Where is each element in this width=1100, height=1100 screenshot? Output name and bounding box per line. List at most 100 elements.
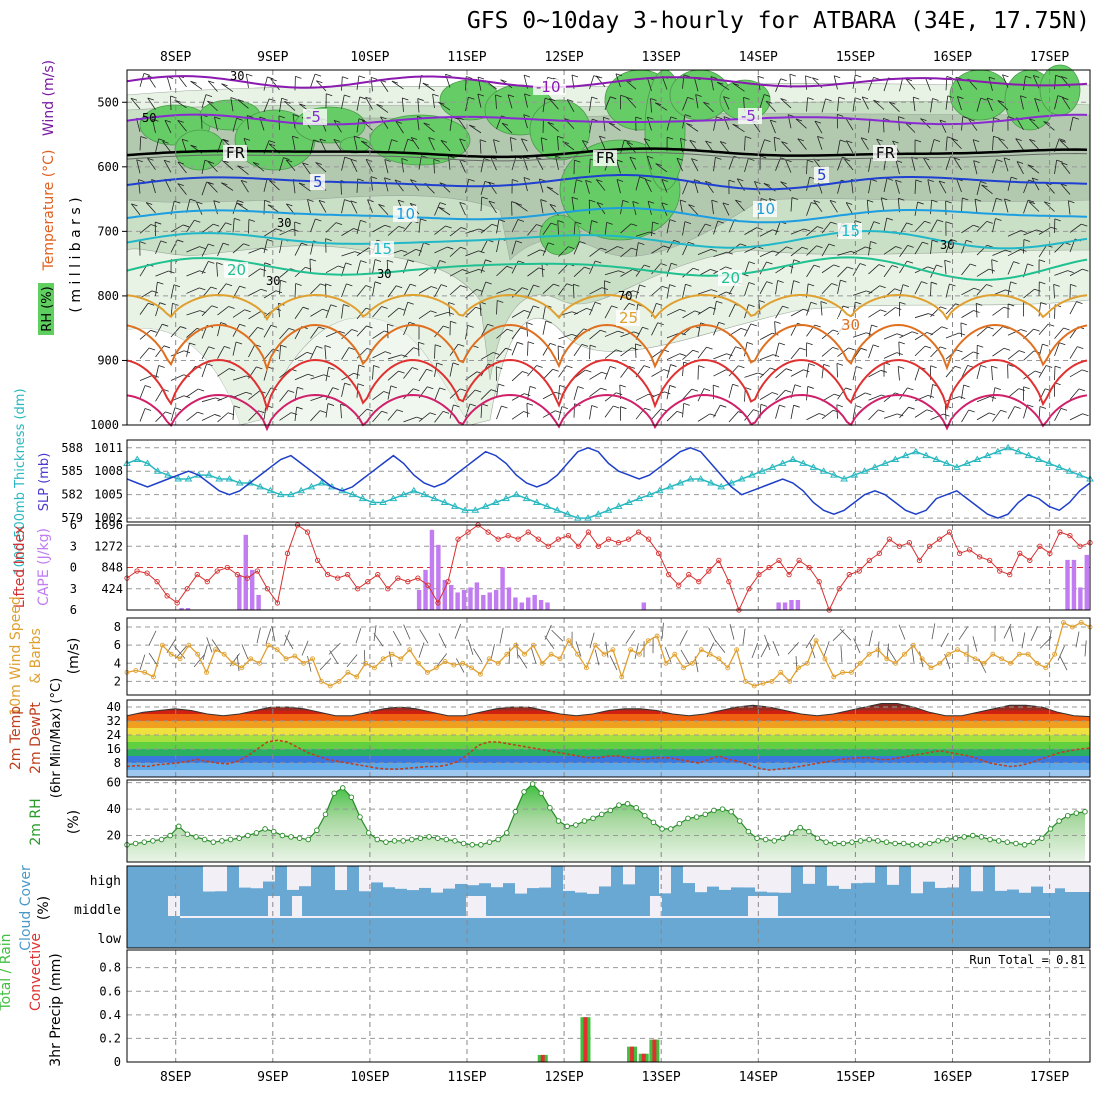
isotherm-15 (126, 230, 1088, 250)
lifted-point (786, 571, 792, 578)
wind-barb-flag (381, 410, 388, 414)
wind-barb (139, 330, 151, 340)
wind-barb (883, 217, 888, 232)
wind-barb-flag (401, 249, 408, 253)
wind10-point (946, 651, 952, 657)
wind-barb-flag (138, 179, 145, 183)
wind-barb (573, 386, 579, 401)
wind-barb (403, 416, 417, 423)
wind-barb (387, 324, 389, 339)
wind-barb-flag (315, 162, 322, 165)
wind-barb-flag (818, 413, 826, 416)
lifted-point (886, 536, 893, 542)
lifted-point (204, 579, 210, 585)
cloud-gap-high (359, 866, 371, 892)
wind-barb-flag (459, 138, 466, 142)
wind-barb-flag (1046, 365, 1053, 368)
wind-barb-flag (703, 388, 711, 391)
wind-barb-flag (552, 368, 559, 372)
contour-label-bg (873, 145, 897, 161)
wind-barb (573, 221, 576, 236)
wind-barb (666, 364, 671, 379)
wind-barb-flag (402, 97, 409, 101)
cloud-gap-middle (466, 896, 486, 916)
wind-barb (646, 116, 652, 131)
wind10-point (981, 660, 987, 666)
wind-barb (914, 179, 917, 194)
lifted-point (936, 536, 943, 542)
wind-barb-flag (779, 404, 786, 408)
wind-barb-flag (422, 82, 429, 86)
wind-barb (713, 220, 719, 235)
rh2-point (961, 834, 967, 840)
wind-barb-flag (728, 179, 736, 183)
wind-barb-flag (670, 364, 677, 367)
wind-barb (975, 303, 978, 318)
wind-barb (688, 204, 699, 216)
wind-barb-flag (197, 388, 205, 392)
wind10-point (698, 647, 704, 653)
wind-barb-flag (1062, 97, 1069, 100)
wind-barb (170, 374, 184, 381)
wind-barb-flag (748, 158, 755, 161)
wind-barb-flag (1029, 118, 1036, 122)
wind-barb (1002, 74, 1009, 88)
day-label-top: 14SEP (739, 50, 778, 65)
wind-barb (697, 289, 712, 295)
thickness-line-point (399, 490, 408, 498)
thickness-line-point (1055, 463, 1064, 470)
wind-barb (676, 158, 683, 172)
wind-barb (589, 329, 601, 340)
thickness-line-point (358, 494, 367, 502)
cloud-gap-high (491, 866, 503, 888)
wind-barb-flag (927, 179, 934, 183)
wind-barb-flag (445, 73, 452, 77)
wind10-barb (742, 628, 746, 645)
wind-barb (248, 311, 261, 320)
wind-barb (434, 225, 446, 235)
wind-barb (222, 160, 234, 171)
wind-barb (868, 118, 871, 133)
rh2-point (253, 830, 260, 836)
wind-barb-flag (243, 243, 250, 247)
temp-band (127, 742, 1090, 749)
wind-barb (248, 247, 262, 254)
wind-barb (604, 330, 619, 337)
cape-bar (481, 594, 486, 610)
day-label-bottom: 10SEP (350, 1070, 389, 1085)
isotherm-label: -5 (306, 108, 321, 126)
wind-barb-flag (840, 279, 847, 283)
wind-barb (201, 94, 207, 109)
rh2-point (719, 806, 726, 812)
wind-barb-flag (481, 196, 488, 200)
temp-tick-label: 8 (114, 756, 121, 770)
wind-barb-flag (410, 179, 417, 182)
wind-barb (310, 410, 321, 422)
wind-barb-flag (945, 221, 952, 225)
wind-barb (1007, 406, 1015, 420)
wind-barb-flag (986, 97, 994, 101)
wind-barb (1038, 323, 1049, 336)
wind10-point (513, 642, 519, 648)
wind10-point (274, 647, 280, 653)
wind-barb-flag (639, 176, 646, 180)
wind-barb (341, 283, 347, 298)
wind10-point (433, 665, 439, 671)
wind-barb-flag (493, 352, 500, 355)
lifted-point (816, 579, 822, 585)
precip-rain-bar (652, 1039, 657, 1062)
wind-barb-flag (243, 137, 251, 141)
temp-band (127, 763, 1090, 770)
temp-band (127, 735, 1090, 742)
cape-bar (641, 602, 647, 610)
wind-barb-flag (778, 342, 786, 346)
rh2-point (831, 840, 838, 847)
wind10-point (416, 660, 422, 666)
wind-barb-flag (495, 94, 502, 98)
wind-barb (318, 200, 327, 213)
wind-barb (790, 369, 804, 377)
wind-barb (604, 366, 611, 380)
wind-barb (661, 76, 668, 90)
wind-barb-flag (713, 384, 720, 388)
wind-barb (465, 403, 471, 418)
